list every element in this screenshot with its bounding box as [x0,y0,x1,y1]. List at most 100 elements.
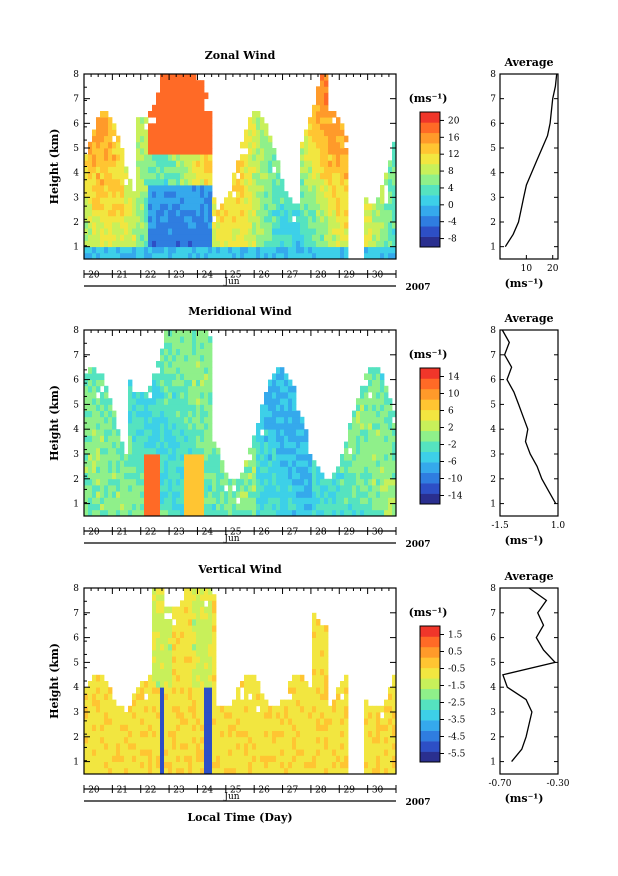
heatmap-cell [328,491,333,498]
heatmap-cell [120,478,125,486]
heatmap-cell [320,246,325,254]
heatmap-cell [252,460,257,467]
x-day-label: 24 [202,786,214,796]
heatmap-cell [156,588,161,595]
heatmap-cell [324,98,329,106]
heatmap-cell [260,234,265,241]
heatmap-cell [144,749,149,756]
heatmap-cell [152,619,157,626]
heatmap-cell [180,240,185,248]
heatmap-cell [296,503,301,511]
heatmap-cell [100,503,105,511]
heatmap-cell [152,178,157,186]
heatmap-cell [192,674,197,682]
heatmap-cell [152,736,157,744]
heatmap-cell [224,240,229,248]
heatmap-cell [316,485,321,492]
heatmap-cell [372,222,377,229]
heatmap-cell [112,252,117,260]
heatmap-cell [316,166,321,174]
heatmap-cell [148,410,153,418]
heatmap-cell [284,497,289,504]
heatmap-cell [304,228,309,235]
heatmap-cell [104,454,109,461]
heatmap-cell [356,478,361,486]
heatmap-cell [196,416,201,424]
heatmap-cell [272,718,277,725]
heatmap-cell [132,215,137,223]
heatmap-cell [372,410,377,418]
heatmap-cell [164,215,169,223]
heatmap-cell [252,203,257,211]
heatmap-cell [176,80,181,87]
heatmap-cell [180,172,185,180]
heatmap-cell [204,234,209,241]
heatmap-cell [164,379,169,387]
heatmap-cell [188,252,193,260]
heatmap-cell [332,240,337,248]
heatmap-cell [180,123,185,130]
heatmap-cell [344,240,349,248]
heatmap-cell [392,215,397,223]
heatmap-cell [168,209,173,217]
heatmap-cell [152,228,157,235]
heatmap-cell [92,423,97,430]
heatmap-cell [244,687,249,694]
heatmap-cell [336,215,341,223]
heatmap-cell [160,718,165,725]
heatmap-cell [112,472,117,480]
heatmap-cell [108,209,113,217]
heatmap-cell [180,252,185,260]
heatmap-cell [380,398,385,405]
heatmap-cell [200,111,205,118]
heatmap-cell [136,693,141,700]
heatmap-cell [196,478,201,486]
heatmap-cell [96,447,101,455]
heatmap-cell [280,699,285,707]
heatmap-cell [128,191,133,198]
heatmap-cell [172,154,177,161]
heatmap-cell [364,485,369,492]
heatmap-cell [92,674,97,682]
heatmap-cell [244,724,249,731]
heatmap-cell [164,246,169,254]
heatmap-cell [296,485,301,492]
heatmap-cell [308,197,313,204]
heatmap-cell [116,234,121,241]
heatmap-cell [276,429,281,436]
heatmap-cell [196,441,201,449]
heatmap-cell [168,330,173,337]
heatmap-cell [132,743,137,750]
heatmap-cell [364,385,369,393]
heatmap-cell [384,503,389,511]
heatmap-cell [248,197,253,204]
heatmap-cell [180,392,185,399]
heatmap-cell [116,472,121,480]
heatmap-cell [348,491,353,498]
heatmap-cell [192,209,197,217]
heatmap-cell [140,454,145,461]
heatmap-cell [256,191,261,198]
average-profile-line [501,329,557,504]
heatmap-cell [340,730,345,738]
heatmap-cell [160,392,165,399]
heatmap-cell [248,472,253,480]
heatmap-cell [304,472,309,480]
heatmap-cell [172,718,177,725]
heatmap-cell [156,761,161,769]
heatmap-cell [164,141,169,149]
heatmap-cell [392,460,397,467]
heatmap-cell [156,154,161,161]
heatmap-cell [264,185,269,192]
heatmap-cell [160,404,165,411]
heatmap-cell [284,509,289,517]
heatmap-cell [176,755,181,762]
heatmap-cell [204,410,209,418]
heatmap-cell [376,240,381,248]
heatmap-cell [204,712,209,719]
heatmap-cell [364,761,369,769]
heatmap-cell [132,398,137,405]
heatmap-cell [240,712,245,719]
heatmap-cell [228,730,233,738]
heatmap-cell [352,485,357,492]
